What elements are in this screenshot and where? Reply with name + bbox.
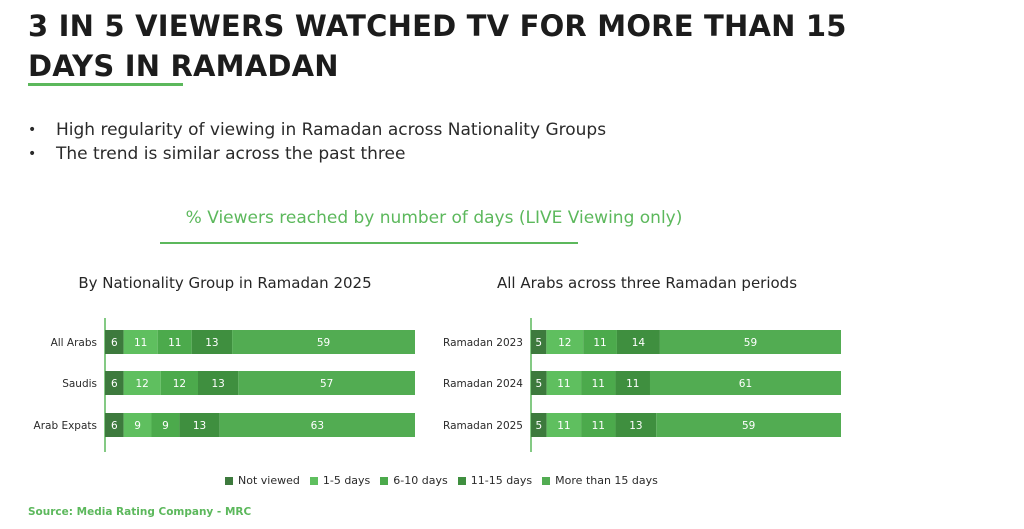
bar-segment	[105, 330, 124, 354]
legend-swatch	[457, 476, 466, 485]
legend-label: Not viewed	[238, 474, 300, 487]
bar-segment	[160, 371, 198, 395]
data-label: 5	[535, 420, 542, 432]
bar-segment	[151, 413, 180, 437]
data-label: 63	[311, 420, 324, 432]
legend-item: 1-5 days	[309, 474, 371, 487]
data-label: 59	[744, 337, 757, 349]
bar-segment	[238, 371, 415, 395]
bar-segment	[123, 371, 161, 395]
category-label: All Arabs	[51, 337, 97, 349]
data-label: 6	[111, 420, 118, 432]
bar-segment	[546, 330, 584, 354]
bar-segment	[581, 371, 616, 395]
bar-segment	[105, 371, 124, 395]
chart-subtitle: % Viewers reached by number of days (LIV…	[185, 208, 683, 228]
data-label: 11	[592, 420, 605, 432]
bullet-item: • The trend is similar across the past th…	[28, 144, 406, 164]
legend-swatch	[380, 476, 389, 485]
bar-segment	[649, 371, 841, 395]
data-label: 59	[317, 337, 330, 349]
bar-segment	[656, 413, 841, 437]
bar-segment	[191, 330, 233, 354]
data-label: 13	[193, 420, 206, 432]
title-underline	[28, 83, 183, 86]
bar-segment	[615, 371, 650, 395]
category-label: Saudis	[62, 378, 97, 390]
bar-segment	[157, 330, 192, 354]
data-label: 9	[134, 420, 141, 432]
data-label: 13	[211, 378, 224, 390]
data-label: 59	[742, 420, 755, 432]
legend-swatch	[309, 476, 318, 485]
data-label: 11	[593, 337, 606, 349]
bar-segment	[198, 371, 239, 395]
legend-label: 11-15 days	[470, 474, 533, 487]
data-label: 11	[134, 337, 147, 349]
legend-item: More than 15 days	[542, 474, 658, 487]
source-note: Source: Media Rating Company - MRC	[28, 506, 252, 518]
legend-item: 11-15 days	[457, 474, 533, 487]
legend-swatch	[542, 476, 551, 485]
legend-item: Not viewed	[225, 474, 300, 487]
data-label: 5	[535, 337, 542, 349]
data-label: 6	[111, 378, 118, 390]
data-label: 11	[557, 420, 570, 432]
data-label: 5	[535, 378, 542, 390]
bar-segment	[179, 413, 220, 437]
category-label: Ramadan 2023	[443, 337, 523, 349]
bar-segment	[615, 413, 657, 437]
bar-segment	[219, 413, 415, 437]
legend-label: 1-5 days	[322, 474, 371, 487]
bar-segment	[581, 413, 616, 437]
bar-segment	[123, 413, 152, 437]
category-label: Ramadan 2024	[443, 378, 523, 390]
bar-segment	[583, 330, 617, 354]
bar-segment	[232, 330, 415, 354]
data-label: 12	[136, 378, 149, 390]
data-label: 11	[557, 378, 570, 390]
bar-segment	[531, 413, 547, 437]
data-label: 14	[632, 337, 646, 349]
data-label: 11	[592, 378, 605, 390]
category-label: Ramadan 2025	[443, 420, 523, 432]
bar-segment	[531, 371, 547, 395]
bar-segment	[616, 330, 660, 354]
bullet-dot-icon: •	[28, 122, 37, 138]
data-label: 13	[629, 420, 642, 432]
bar-segment	[123, 330, 158, 354]
legend-label: 6-10 days	[393, 474, 448, 487]
data-label: 13	[205, 337, 218, 349]
chart-title-nationality: By Nationality Group in Ramadan 2025	[78, 274, 372, 292]
bar-segment	[531, 330, 547, 354]
bar-segment	[105, 413, 124, 437]
legend-swatch	[225, 476, 233, 485]
chart-legend: Not viewed 1-5 days 6-10 days 11-15 days Mor…	[225, 474, 658, 487]
data-label: 57	[320, 378, 333, 390]
bar-segment	[546, 371, 582, 395]
chart-subtitle-underline	[160, 242, 578, 244]
data-label: 9	[162, 420, 169, 432]
data-label: 12	[173, 378, 186, 390]
page-title: 3 IN 5 VIEWERS WATCHED TV FOR MORE THAN …	[28, 9, 847, 83]
data-label: 6	[111, 337, 118, 349]
data-label: 61	[739, 378, 752, 390]
bar-segment	[546, 413, 582, 437]
chart-title-periods: All Arabs across three Ramadan periods	[496, 274, 798, 292]
data-label: 11	[168, 337, 181, 349]
bullet-dot-icon: •	[28, 146, 37, 162]
bullet-item: • High regularity of viewing in Ramadan a…	[28, 120, 607, 140]
data-label: 12	[558, 337, 571, 349]
bar-segment	[659, 330, 841, 354]
category-label: Arab Expats	[34, 420, 97, 432]
legend-label: More than 15 days	[555, 474, 658, 487]
data-label: 11	[626, 378, 639, 390]
legend-item: 6-10 days	[380, 474, 448, 487]
bullet-list: • High regularity of viewing in Ramadan a…	[28, 118, 606, 166]
